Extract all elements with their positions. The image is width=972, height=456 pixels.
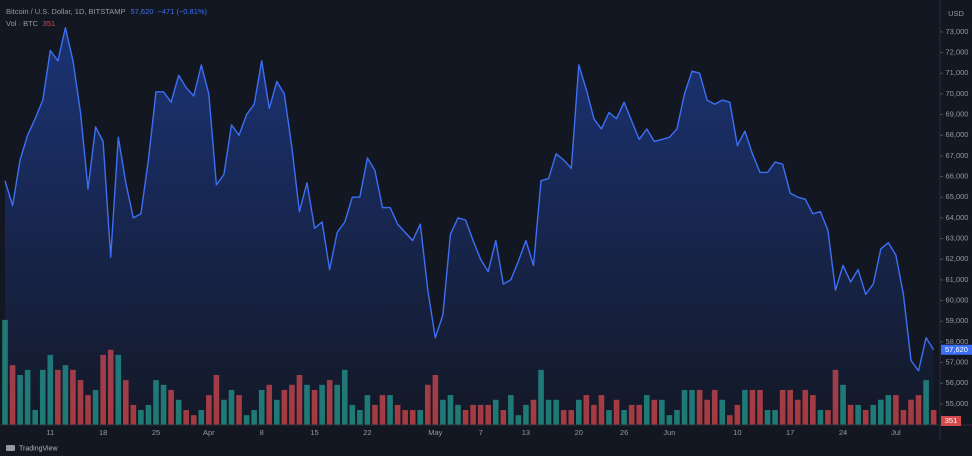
y-tick-label: 71,000 bbox=[946, 68, 969, 77]
legend-symbol: Bitcoin / U.S. Dollar, 1D, BITSTAMP bbox=[6, 7, 125, 16]
volume-bar bbox=[930, 409, 937, 425]
x-tick-label: 20 bbox=[575, 428, 583, 437]
axis-unit: USD bbox=[948, 9, 964, 18]
y-tick-label: 73,000 bbox=[946, 27, 969, 36]
x-tick-label: 13 bbox=[522, 428, 530, 437]
x-tick-label: 8 bbox=[260, 428, 264, 437]
legend-change: −471 (−0.81%) bbox=[157, 7, 207, 16]
price-line bbox=[4, 27, 935, 372]
last-volume-box bbox=[941, 416, 961, 426]
y-tick-label: 61,000 bbox=[946, 275, 969, 284]
x-tick-label: May bbox=[428, 428, 442, 437]
price-area bbox=[5, 27, 934, 426]
y-tick-label: 56,000 bbox=[946, 378, 969, 387]
x-tick-label: Jul bbox=[891, 428, 901, 437]
y-tick-label: 67,000 bbox=[946, 151, 969, 160]
y-tick-label: 59,000 bbox=[946, 316, 969, 325]
y-tick-label: 55,000 bbox=[946, 399, 969, 408]
last-volume-label: 351 bbox=[945, 416, 958, 425]
x-tick-label: 18 bbox=[99, 428, 107, 437]
y-tick-label: 62,000 bbox=[946, 254, 969, 263]
x-tick-label: 22 bbox=[363, 428, 371, 437]
x-tick-label: 25 bbox=[152, 428, 160, 437]
y-tick-label: 66,000 bbox=[946, 172, 969, 181]
legend-volume: Vol · BTC bbox=[6, 19, 39, 28]
x-tick-label: 7 bbox=[479, 428, 483, 437]
x-tick-label: Jun bbox=[663, 428, 675, 437]
y-tick-label: 68,000 bbox=[946, 130, 969, 139]
x-tick-label: 11 bbox=[46, 428, 54, 437]
last-price-box bbox=[941, 344, 972, 355]
y-tick-label: 63,000 bbox=[946, 234, 969, 243]
x-tick-label: 26 bbox=[620, 428, 628, 437]
x-tick-label: 24 bbox=[839, 428, 847, 437]
logo-icon bbox=[6, 445, 15, 451]
y-tick-label: 57,000 bbox=[946, 358, 969, 367]
x-tick-label: Apr bbox=[203, 428, 215, 437]
x-tick-label: 17 bbox=[786, 428, 794, 437]
legend-volume-value: 351 bbox=[43, 19, 56, 28]
y-tick-label: 64,000 bbox=[946, 213, 969, 222]
x-tick-label: 10 bbox=[733, 428, 741, 437]
footer-brand: TradingView bbox=[19, 445, 58, 452]
last-price-label: 57,620 bbox=[945, 345, 968, 354]
y-tick-label: 72,000 bbox=[946, 48, 969, 57]
price-pane bbox=[4, 27, 935, 426]
y-tick-label: 58,000 bbox=[946, 337, 969, 346]
axes: 55,000 56,000 57,000 58,000 59,000 60,000 61,0… bbox=[46, 27, 968, 437]
x-tick-label: 15 bbox=[310, 428, 318, 437]
y-tick-label: 70,000 bbox=[946, 89, 969, 98]
y-tick-label: 60,000 bbox=[946, 296, 969, 305]
footer-logo: TradingView bbox=[6, 445, 58, 452]
y-tick-label: 65,000 bbox=[946, 192, 969, 201]
y-tick-label: 69,000 bbox=[946, 110, 969, 119]
legend-price: 57,620 bbox=[130, 7, 153, 16]
